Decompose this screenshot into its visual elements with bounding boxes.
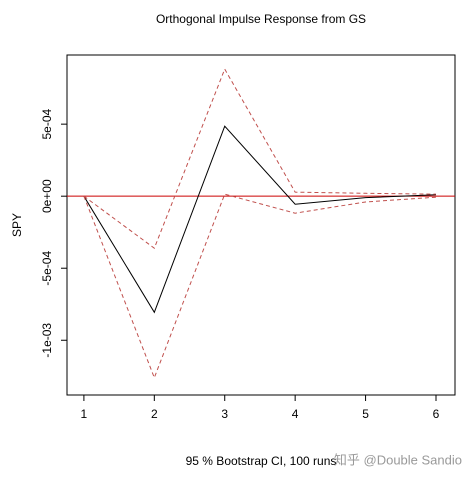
x-axis-label: 95 % Bootstrap CI, 100 runs (186, 454, 337, 468)
watermark: 知乎 @Double Sandio (334, 452, 462, 467)
y-tick-label: -5e-04 (40, 251, 54, 286)
x-tick-label: 4 (292, 407, 299, 421)
x-tick-label: 6 (433, 407, 440, 421)
x-tick-label: 5 (362, 407, 369, 421)
y-tick-label: 5e-04 (40, 108, 54, 139)
chart-title: Orthogonal Impulse Response from GS (156, 12, 366, 26)
y-tick-label: -1e-03 (40, 323, 54, 358)
series-line (83, 193, 437, 380)
y-tick-label: 0e+00 (40, 179, 54, 213)
x-tick-label: 3 (221, 407, 228, 421)
x-tick-label: 2 (151, 407, 158, 421)
plot-frame (66, 54, 456, 396)
y-axis-label: SPY (10, 213, 24, 237)
series-line (83, 67, 436, 249)
series-line (83, 125, 437, 314)
x-tick-label: 1 (81, 407, 88, 421)
